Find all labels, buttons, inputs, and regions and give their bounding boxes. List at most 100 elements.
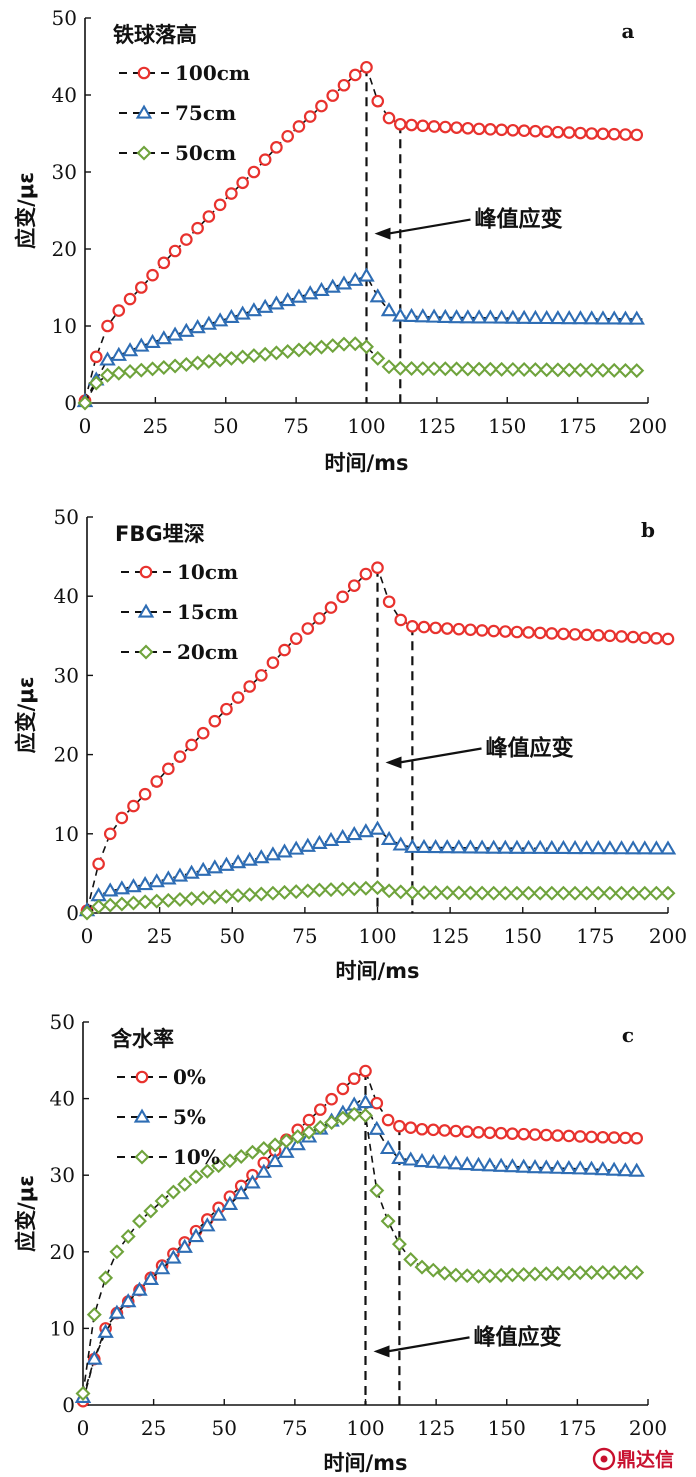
series-2 <box>75 1106 645 1401</box>
data-point <box>404 360 420 376</box>
data-point <box>660 885 676 901</box>
data-point <box>601 840 619 855</box>
data-point <box>153 1260 171 1275</box>
data-point <box>88 375 104 391</box>
data-point <box>630 1131 643 1145</box>
data-point <box>506 123 520 137</box>
legend-item: 75cm <box>119 101 236 125</box>
data-point <box>539 362 555 378</box>
data-point <box>637 885 653 901</box>
legend-item: 20cm <box>121 640 238 664</box>
legend-label: 20cm <box>177 640 238 664</box>
data-point <box>580 628 593 642</box>
data-point <box>619 128 632 141</box>
data-point <box>120 1228 136 1244</box>
data-point <box>624 840 642 855</box>
data-point <box>404 838 421 853</box>
data-point <box>628 1162 645 1177</box>
data-point <box>458 1155 476 1171</box>
data-point <box>312 1119 328 1135</box>
data-point <box>176 1238 193 1253</box>
data-point <box>648 840 665 855</box>
data-point <box>149 893 165 909</box>
data-point <box>220 702 233 716</box>
data-point <box>382 111 396 125</box>
y-tick-label: 50 <box>52 6 77 30</box>
legend-marker <box>139 565 153 579</box>
watermark-icon-dot <box>600 1455 608 1463</box>
data-point <box>648 885 664 901</box>
data-point <box>462 885 478 901</box>
x-axis-title: 时间/ms <box>323 1451 407 1475</box>
data-point <box>280 343 296 359</box>
data-point <box>368 1120 386 1135</box>
data-point <box>370 350 386 366</box>
data-point <box>499 625 512 638</box>
data-point <box>578 839 595 855</box>
data-point <box>461 121 475 135</box>
data-point <box>160 892 176 908</box>
x-tick-label: 150 <box>488 414 526 438</box>
data-point <box>201 353 217 369</box>
panel-letter: c <box>622 1023 634 1047</box>
data-point <box>218 856 235 871</box>
data-point <box>483 1126 497 1140</box>
x-tick-label: 75 <box>282 1416 307 1440</box>
legend-marker <box>135 1070 149 1084</box>
data-point <box>302 1113 316 1127</box>
data-point <box>494 1126 508 1140</box>
data-point <box>278 1143 295 1158</box>
data-point <box>415 1122 429 1136</box>
data-point <box>473 839 491 854</box>
data-point <box>267 1137 283 1153</box>
data-point <box>348 68 362 82</box>
x-tick-label: 125 <box>417 1416 455 1440</box>
data-point <box>472 122 486 136</box>
data-point <box>497 885 513 901</box>
data-point <box>381 883 397 899</box>
data-point <box>602 885 618 901</box>
data-point <box>289 632 303 645</box>
series-line <box>82 1100 643 1398</box>
data-point <box>596 1130 610 1144</box>
data-point <box>358 880 374 896</box>
data-point <box>103 827 117 841</box>
data-point <box>382 595 396 609</box>
data-point <box>278 1133 294 1149</box>
x-tick-label: 0 <box>81 924 94 948</box>
data-point <box>143 1203 159 1219</box>
data-point <box>515 1158 532 1173</box>
data-point <box>531 839 549 854</box>
data-point <box>439 885 455 901</box>
data-point <box>619 1131 632 1145</box>
data-point <box>393 1119 406 1133</box>
data-point <box>506 1127 519 1140</box>
data-point <box>617 310 634 325</box>
data-point <box>324 1115 340 1130</box>
data-point <box>213 198 227 212</box>
data-point <box>416 119 430 133</box>
y-tick-label: 20 <box>52 237 77 261</box>
data-point <box>538 1266 554 1282</box>
data-point <box>520 839 537 854</box>
data-point <box>415 838 433 854</box>
data-point <box>86 1350 103 1365</box>
y-axis-title: 应变/μɛ <box>14 677 38 754</box>
x-tick-label: 25 <box>141 1416 166 1440</box>
data-point <box>301 622 315 635</box>
data-point <box>509 885 525 901</box>
data-point <box>532 885 548 901</box>
x-tick-label: 100 <box>347 414 385 438</box>
data-point <box>371 94 385 108</box>
legend-title: 铁球落高 <box>113 23 197 47</box>
data-point <box>562 126 576 139</box>
y-tick-label: 0 <box>64 391 77 415</box>
data-point <box>313 339 329 355</box>
data-point <box>277 884 293 900</box>
data-point <box>245 302 263 317</box>
data-point <box>613 840 630 855</box>
data-point <box>222 1153 238 1169</box>
legend-item: 0% <box>117 1065 206 1089</box>
watermark-logo: 鼎达信 <box>592 1447 674 1471</box>
data-point <box>560 310 578 325</box>
